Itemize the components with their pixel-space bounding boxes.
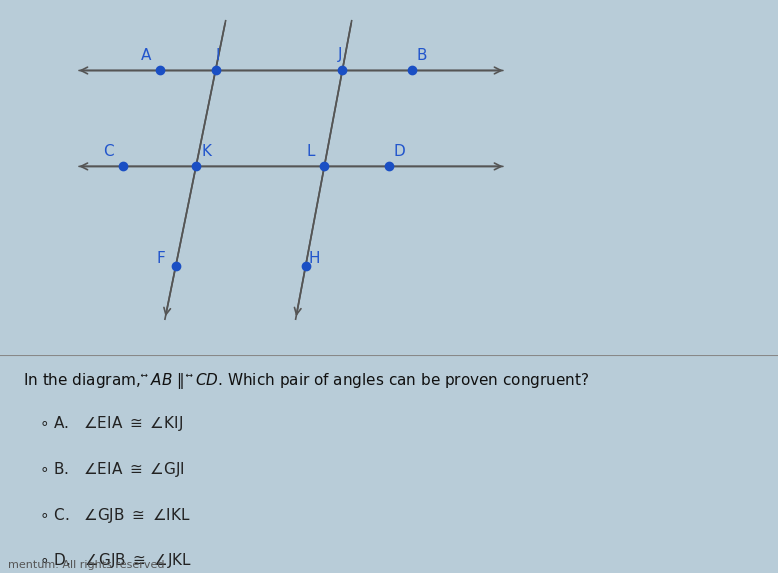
Text: $\circ$ B.   $\angle$EIA $\cong$ $\angle$GJI: $\circ$ B. $\angle$EIA $\cong$ $\angle$G… [39,460,184,479]
Text: A: A [141,48,152,64]
Text: B: B [416,48,427,62]
Text: F: F [156,251,165,266]
Text: In the diagram, $\overleftrightarrow{\mathit{AB}}$ $\|$ $\overleftrightarrow{\ma: In the diagram, $\overleftrightarrow{\ma… [23,371,590,391]
Text: $\circ$ C.   $\angle$GJB $\cong$ $\angle$IKL: $\circ$ C. $\angle$GJB $\cong$ $\angle$I… [39,505,191,524]
Text: $\circ$ A.   $\angle$EIA $\cong$ $\angle$KIJ: $\circ$ A. $\angle$EIA $\cong$ $\angle$K… [39,414,183,433]
Text: L: L [306,144,314,159]
Text: H: H [308,251,320,266]
Text: K: K [202,144,212,159]
Text: C: C [103,144,114,159]
Text: D: D [394,144,405,159]
Text: J: J [338,46,342,61]
Text: $\circ$ D.   $\angle$GJB $\cong$ $\angle$JKL: $\circ$ D. $\angle$GJB $\cong$ $\angle$J… [39,551,192,570]
Text: I: I [216,48,220,62]
Text: mentum. All rights reserved: mentum. All rights reserved [8,560,164,570]
